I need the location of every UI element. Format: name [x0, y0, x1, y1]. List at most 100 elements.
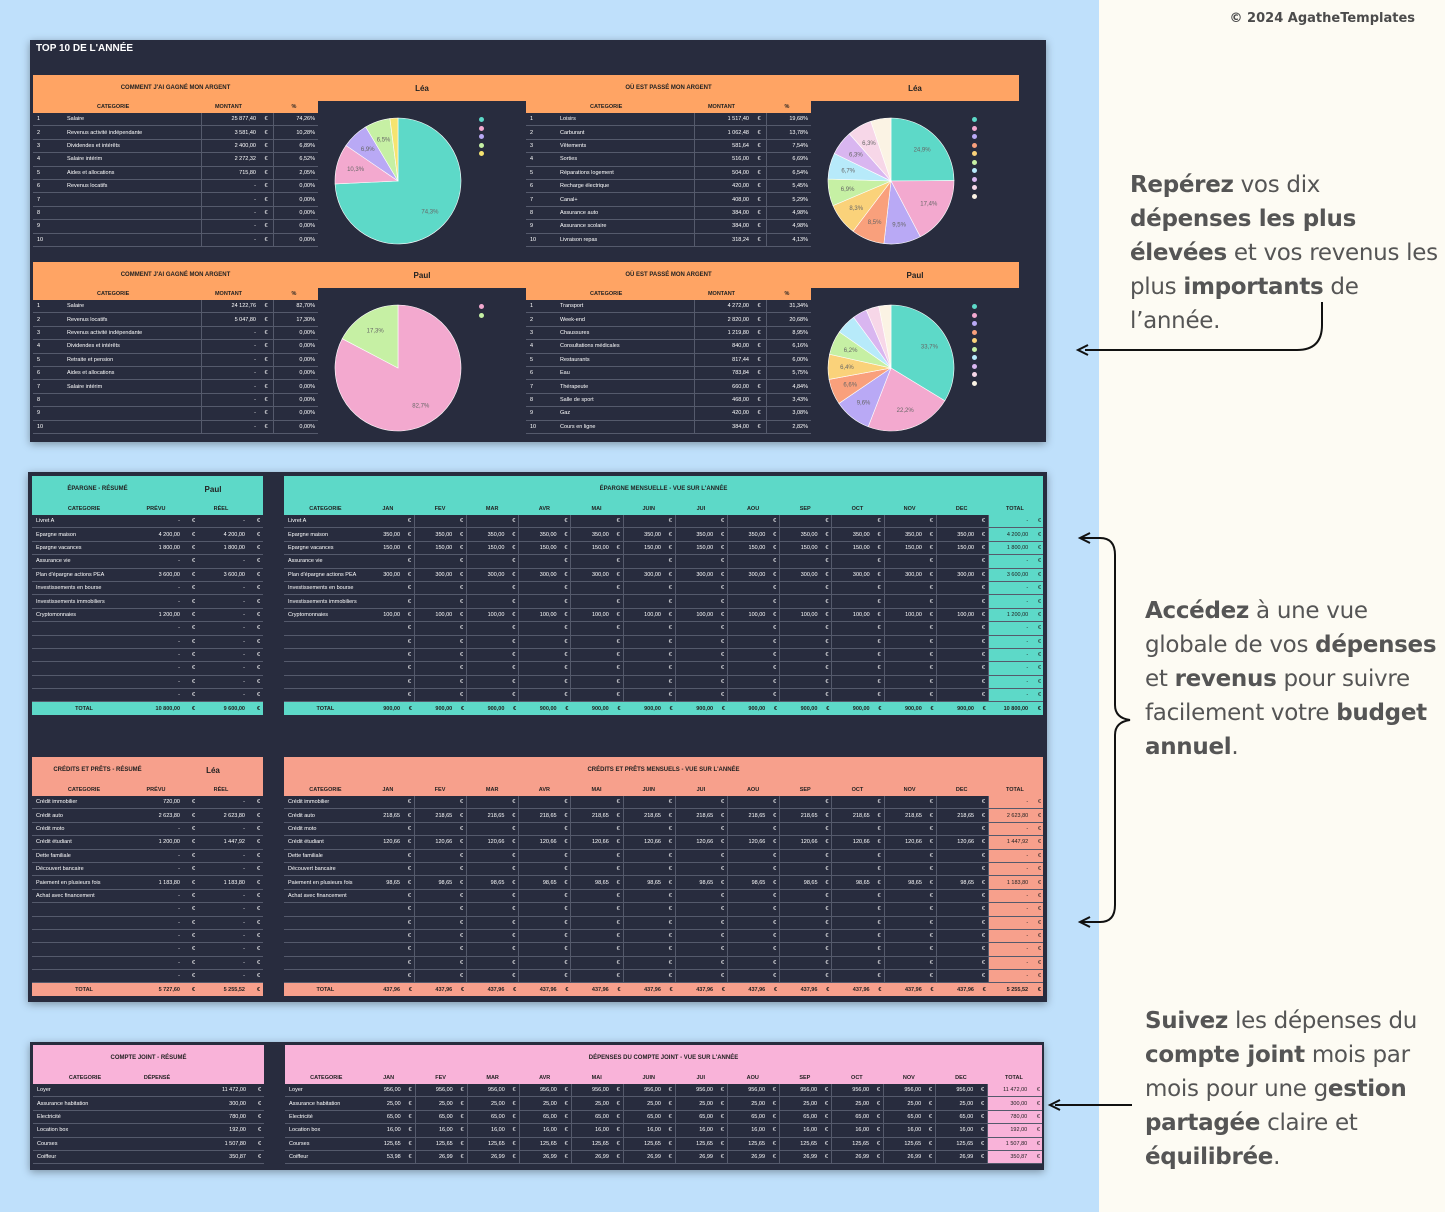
summary-row: Dette familiale - € - € — [32, 850, 263, 863]
monthly-row: Livret A € € € € € € € € € € € € - € — [284, 515, 1044, 529]
currency: € — [191, 705, 195, 712]
block-header: COMMENT J'AI GAGNÉ MON ARGENT Paul — [33, 262, 526, 288]
table-cell: 384,00 — [694, 220, 752, 233]
table-cell: 3,08% — [766, 407, 811, 420]
currency: € — [975, 1124, 989, 1137]
table-cell: 5 047,80 — [201, 313, 259, 326]
summary-total-row: TOTAL 5 727,60 €5 255,52 € — [32, 983, 263, 997]
currency: € — [767, 929, 781, 943]
currency: € — [715, 889, 728, 903]
summary-category: Découvert bancaire — [36, 866, 84, 873]
currency: € — [924, 796, 937, 809]
month-value: 120,66 — [748, 839, 766, 846]
summary-actual: - — [243, 919, 245, 926]
currency: € — [767, 528, 781, 541]
table-cell: 2,05% — [273, 166, 318, 179]
row-total: - — [988, 943, 1031, 956]
currency: € — [454, 970, 468, 983]
row-total: 1 200,00 — [988, 608, 1031, 622]
month-header: DÉC — [955, 786, 968, 793]
currency: € — [872, 622, 885, 635]
table-row: 3 Chaussures 1 219,80 €8,95% — [526, 326, 811, 341]
monthly-row: Découvert bancaire € € € € € € € € € € € € - € — [284, 862, 1044, 877]
currency: € — [454, 648, 468, 662]
month-value: 100,00 — [383, 611, 401, 618]
month-header: JAN — [383, 1074, 395, 1081]
table-cell: 4 272,00 — [694, 300, 752, 313]
pie-label: 8,5% — [868, 220, 882, 226]
pie-label: 24,9% — [914, 148, 932, 154]
monthly-row: € € € € € € € € € € € € - € — [284, 970, 1044, 984]
table-cell: Salle de sport — [560, 396, 594, 403]
table-cell: 660,00 — [694, 380, 752, 393]
currency: € — [191, 959, 195, 966]
currency: € — [872, 528, 885, 541]
summary-category: Épargne maison — [36, 531, 77, 538]
currency: € — [559, 662, 572, 675]
table-cell: 2 400,00 — [201, 139, 259, 153]
currency: € — [402, 956, 415, 970]
currency: € — [1029, 1084, 1042, 1097]
month-total: 900,00 — [852, 705, 870, 712]
currency: € — [663, 1124, 676, 1137]
table-cell: 840,00 — [694, 340, 752, 353]
summary-planned: - — [178, 933, 180, 940]
currency: € — [455, 1084, 468, 1097]
month-value: 25,00 — [803, 1100, 818, 1107]
currency: € — [506, 796, 520, 809]
table-cell: Carburant — [560, 129, 585, 136]
month-value: 100,00 — [905, 611, 922, 618]
currency: € — [402, 555, 415, 568]
monthly-title: DÉPENSES DU COMPTE JOINT - VUE SUR L'ANN… — [588, 1055, 739, 1061]
table-cell: € — [757, 396, 761, 403]
currency: € — [715, 622, 728, 635]
currency: € — [565, 705, 569, 712]
currency: € — [924, 595, 937, 608]
currency: € — [506, 648, 520, 662]
monthly-row: Électricité 65,00 €65,00 €65,00 €65,00 €65,00… — [285, 1110, 1042, 1125]
currency: € — [976, 622, 989, 635]
currency: € — [454, 541, 468, 555]
currency: € — [256, 973, 260, 980]
currency: € — [454, 568, 468, 581]
currency: € — [611, 929, 624, 943]
month-value: 120,66 — [905, 839, 922, 846]
currency: € — [872, 541, 885, 555]
month-value: 956,00 — [435, 1087, 453, 1094]
currency: € — [256, 959, 260, 966]
month-total: 437,96 — [487, 986, 505, 993]
currency: € — [976, 970, 989, 983]
currency: € — [924, 903, 937, 916]
currency: € — [507, 1137, 520, 1150]
currency: € — [1030, 541, 1044, 555]
summary-planned: - — [178, 518, 180, 525]
currency: € — [871, 1084, 884, 1097]
table-cell: € — [757, 383, 761, 390]
currency: € — [878, 986, 882, 993]
summary-header: ÉPARGNE - RÉSUMÉ Paul — [32, 476, 263, 502]
currency: € — [1029, 1150, 1042, 1164]
currency: € — [663, 1137, 676, 1150]
summary-spent: 1 507,80 — [224, 1140, 246, 1147]
row-category: Livret A — [288, 518, 307, 525]
row-total: 1 447,92 — [988, 836, 1031, 849]
currency: € — [715, 662, 728, 675]
currency: € — [820, 648, 833, 662]
currency: € — [924, 528, 937, 541]
month-value: 25,00 — [543, 1100, 557, 1107]
currency: € — [256, 866, 260, 873]
monthly-row: € € € € € € € € € € € € - € — [284, 929, 1044, 944]
table-cell: € — [264, 169, 268, 176]
currency: € — [256, 598, 260, 605]
currency: € — [715, 916, 728, 929]
currency: € — [715, 822, 728, 836]
currency: € — [819, 1124, 832, 1137]
monthly-header: ÉPARGNE MENSUELLE - VUE SUR L'ANNÉE — [284, 476, 1043, 502]
legend-dot — [972, 134, 977, 139]
currency: € — [663, 1097, 676, 1110]
monthly-row: € € € € € € € € € € € € - € — [284, 635, 1044, 649]
monthly-row: Location box 16,00 €16,00 €16,00 €16,00 €16,0… — [285, 1124, 1042, 1138]
table-cell: Transport — [560, 303, 584, 310]
monthly-row: Paiement en plusieurs fois 98,65 €98,65 €98… — [284, 876, 1044, 890]
monthly-row: Crédit auto 218,65 €218,65 €218,65 €218,65 €2… — [284, 809, 1044, 823]
